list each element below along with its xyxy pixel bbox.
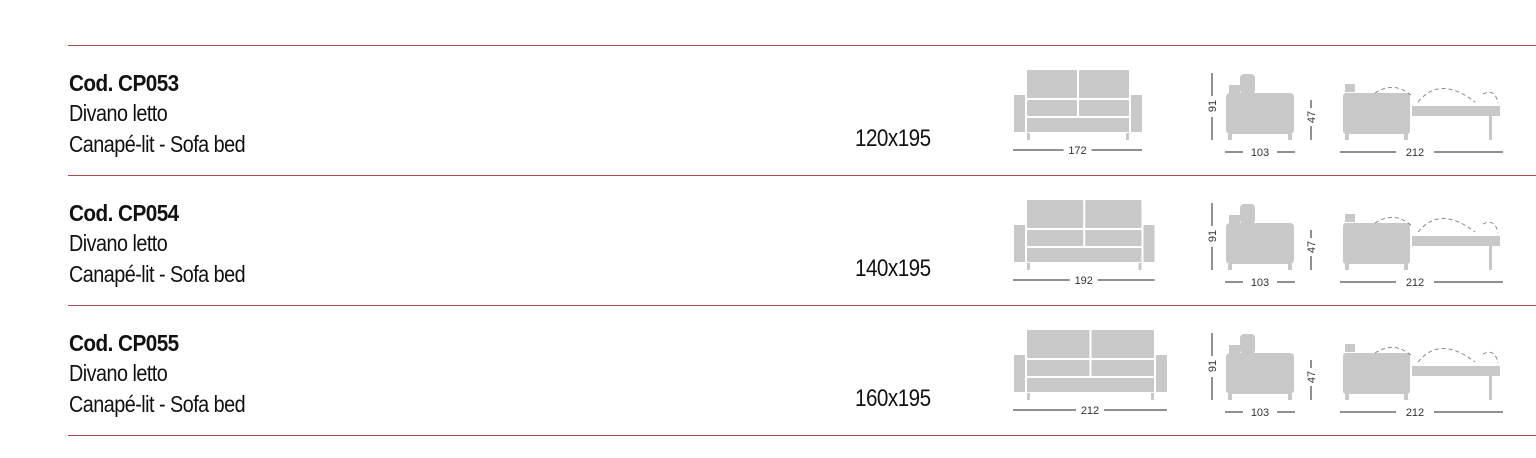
front-view-drawing bbox=[1014, 70, 1142, 140]
open-bed-drawing bbox=[1343, 214, 1500, 270]
dimension-drawings: 192 91 47 103 212 bbox=[1013, 200, 1503, 289]
product-subtitle: Canapé-lit - Sofa bed bbox=[69, 131, 246, 157]
product-subtitle: Canapé-lit - Sofa bed bbox=[69, 391, 246, 417]
depth-dimension: 103 bbox=[1251, 277, 1269, 289]
product-row: Cod. CP054 Divano letto Canapé-lit - Sof… bbox=[0, 175, 1536, 305]
open-length-dimension: 212 bbox=[1406, 147, 1424, 159]
seat-height-dimension: 47 bbox=[1306, 371, 1318, 383]
width-dimension: 212 bbox=[1081, 405, 1099, 417]
side-view-drawing bbox=[1226, 74, 1294, 140]
divider bbox=[68, 45, 1536, 46]
front-view-drawing bbox=[1014, 200, 1155, 270]
divider bbox=[68, 435, 1536, 436]
depth-dimension: 103 bbox=[1251, 147, 1269, 159]
product-code: Cod. CP053 bbox=[69, 70, 179, 96]
side-view-drawing bbox=[1226, 204, 1294, 270]
dimension-drawings: 172 91 47 103 212 bbox=[1013, 70, 1503, 159]
divider bbox=[68, 175, 1536, 176]
product-name: Divano letto bbox=[69, 230, 168, 256]
open-bed-drawing bbox=[1343, 84, 1500, 140]
unfold-arrows bbox=[1374, 216, 1499, 234]
depth-dimension: 103 bbox=[1251, 407, 1269, 419]
height-dimension: 91 bbox=[1207, 360, 1219, 372]
side-view-drawing bbox=[1226, 334, 1294, 400]
open-length-dimension: 212 bbox=[1406, 277, 1424, 289]
seat-height-dimension: 47 bbox=[1306, 111, 1318, 123]
open-length-dimension: 212 bbox=[1406, 407, 1424, 419]
product-name: Divano letto bbox=[69, 360, 168, 386]
bed-size: 160x195 bbox=[855, 385, 931, 412]
product-code: Cod. CP055 bbox=[69, 330, 179, 356]
product-code: Cod. CP054 bbox=[69, 200, 179, 226]
seat-height-dimension: 47 bbox=[1306, 241, 1318, 253]
product-row: Cod. CP053 Divano letto Canapé-lit - Sof… bbox=[0, 45, 1536, 175]
product-row: Cod. CP055 Divano letto Canapé-lit - Sof… bbox=[0, 305, 1536, 435]
divider bbox=[68, 305, 1536, 306]
height-dimension: 91 bbox=[1207, 100, 1219, 112]
open-bed-drawing bbox=[1343, 344, 1500, 400]
bed-size: 120x195 bbox=[855, 125, 931, 152]
unfold-arrows bbox=[1374, 86, 1499, 104]
product-name: Divano letto bbox=[69, 100, 168, 126]
dimension-drawings: 212 91 47 103 212 bbox=[1013, 330, 1503, 419]
unfold-arrows bbox=[1374, 346, 1499, 364]
bed-size: 140x195 bbox=[855, 255, 931, 282]
product-subtitle: Canapé-lit - Sofa bed bbox=[69, 261, 246, 287]
front-view-drawing bbox=[1014, 330, 1167, 400]
width-dimension: 172 bbox=[1068, 145, 1086, 157]
height-dimension: 91 bbox=[1207, 230, 1219, 242]
width-dimension: 192 bbox=[1075, 275, 1093, 287]
